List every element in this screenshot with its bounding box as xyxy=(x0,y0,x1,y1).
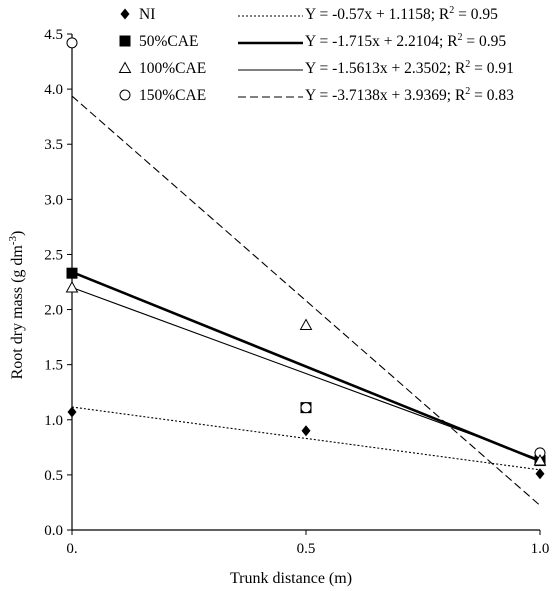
y-tick-label: 1.0 xyxy=(44,413,63,429)
y-tick-label: 2.0 xyxy=(44,303,63,319)
legend-equation: Y = -0.57x + 1.1158; R2 = 0.95 xyxy=(305,5,498,23)
y-tick-label: 3.5 xyxy=(44,137,63,153)
legend-label: 100%CAE xyxy=(139,60,206,77)
data-point xyxy=(300,402,312,414)
data-point xyxy=(119,89,131,101)
y-axis-title: Root dry mass (g dm-3) xyxy=(7,231,26,380)
y-tick-label: 2.5 xyxy=(44,247,63,263)
x-tick-label: 0. xyxy=(66,541,77,557)
y-tick-label: 0.5 xyxy=(44,468,63,484)
legend-equation: Y = -1.5613x + 2.3502; R2 = 0.91 xyxy=(305,59,514,77)
legend-label: NI xyxy=(139,6,155,23)
data-point xyxy=(118,61,132,73)
y-tick-label: 1.5 xyxy=(44,358,63,374)
data-point xyxy=(301,425,311,437)
data-point xyxy=(67,406,77,418)
data-point xyxy=(65,280,79,293)
legend: NI Y = -0.57x + 1.1158; R2 = 0.95 50%CAE Y … xyxy=(118,5,514,104)
y-tick-label: 0.0 xyxy=(44,523,63,539)
trend-line xyxy=(71,286,541,461)
data-point xyxy=(120,8,130,20)
chart-axes: 0.0 0.5 1.0 1.5 2.0 2.5 3.0 3.5 4.0 4.5 0. 0.5 1.0 xyxy=(44,27,549,557)
x-tick-label: 1.0 xyxy=(531,541,550,557)
trend-line xyxy=(71,270,541,463)
trend-lines xyxy=(71,95,541,506)
data-points xyxy=(65,37,547,480)
y-tick-label: 3.0 xyxy=(44,192,63,208)
y-tick-label: 4.5 xyxy=(44,27,63,43)
data-point xyxy=(119,35,131,47)
legend-equation: Y = -3.7138x + 3.9369; R2 = 0.83 xyxy=(305,86,514,104)
data-point xyxy=(66,37,78,49)
data-point xyxy=(535,468,545,480)
trend-line xyxy=(71,95,541,506)
data-point xyxy=(533,454,547,466)
x-tick-label: 0.5 xyxy=(297,541,316,557)
y-tick-label: 4.0 xyxy=(44,82,63,98)
data-point xyxy=(299,318,313,330)
data-point xyxy=(66,267,78,279)
x-axis-title: Trunk distance (m) xyxy=(230,570,352,587)
trend-line xyxy=(71,406,541,471)
legend-label: 150%CAE xyxy=(139,87,206,104)
legend-label: 50%CAE xyxy=(139,33,198,50)
legend-equation: Y = -1.715x + 2.2104; R2 = 0.95 xyxy=(305,32,506,50)
